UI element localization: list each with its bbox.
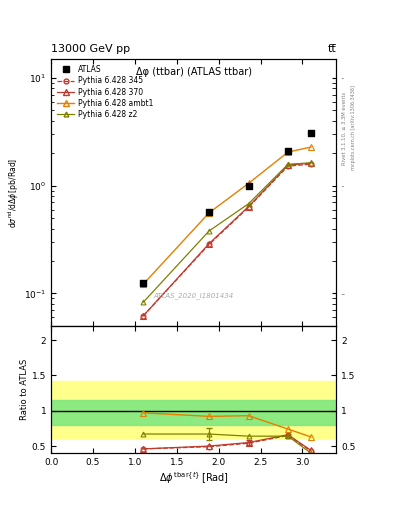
Text: tt̅: tt̅ [327, 44, 336, 54]
Point [285, 147, 291, 155]
Text: ATLAS_2020_I1801434: ATLAS_2020_I1801434 [153, 292, 234, 299]
Point [206, 207, 212, 216]
Text: mcplots.cern.ch [arXiv:1306.3436]: mcplots.cern.ch [arXiv:1306.3436] [351, 86, 356, 170]
Bar [51, 381, 336, 438]
Point [308, 129, 314, 137]
Y-axis label: Ratio to ATLAS: Ratio to ATLAS [20, 359, 29, 420]
Y-axis label: $\mathrm{d}\sigma^\mathrm{nd}/\mathrm{d}\Delta\phi\,[\mathrm{pb/Rad}]$: $\mathrm{d}\sigma^\mathrm{nd}/\mathrm{d}… [7, 157, 21, 227]
Text: 13000 GeV pp: 13000 GeV pp [51, 44, 130, 54]
Bar [51, 400, 336, 425]
Text: Δφ (ttbar) (ATLAS ttbar): Δφ (ttbar) (ATLAS ttbar) [136, 67, 252, 77]
Text: Rivet 3.1.10, ≥ 3.3M events: Rivet 3.1.10, ≥ 3.3M events [342, 91, 347, 165]
X-axis label: $\Delta\phi^{\,\mathrm{tbar}\{t\}}\,[\mathrm{Rad}]$: $\Delta\phi^{\,\mathrm{tbar}\{t\}}\,[\ma… [158, 470, 229, 485]
Legend: ATLAS, Pythia 6.428 345, Pythia 6.428 370, Pythia 6.428 ambt1, Pythia 6.428 z2: ATLAS, Pythia 6.428 345, Pythia 6.428 37… [55, 62, 156, 121]
Point [245, 182, 252, 190]
Point [140, 279, 147, 287]
